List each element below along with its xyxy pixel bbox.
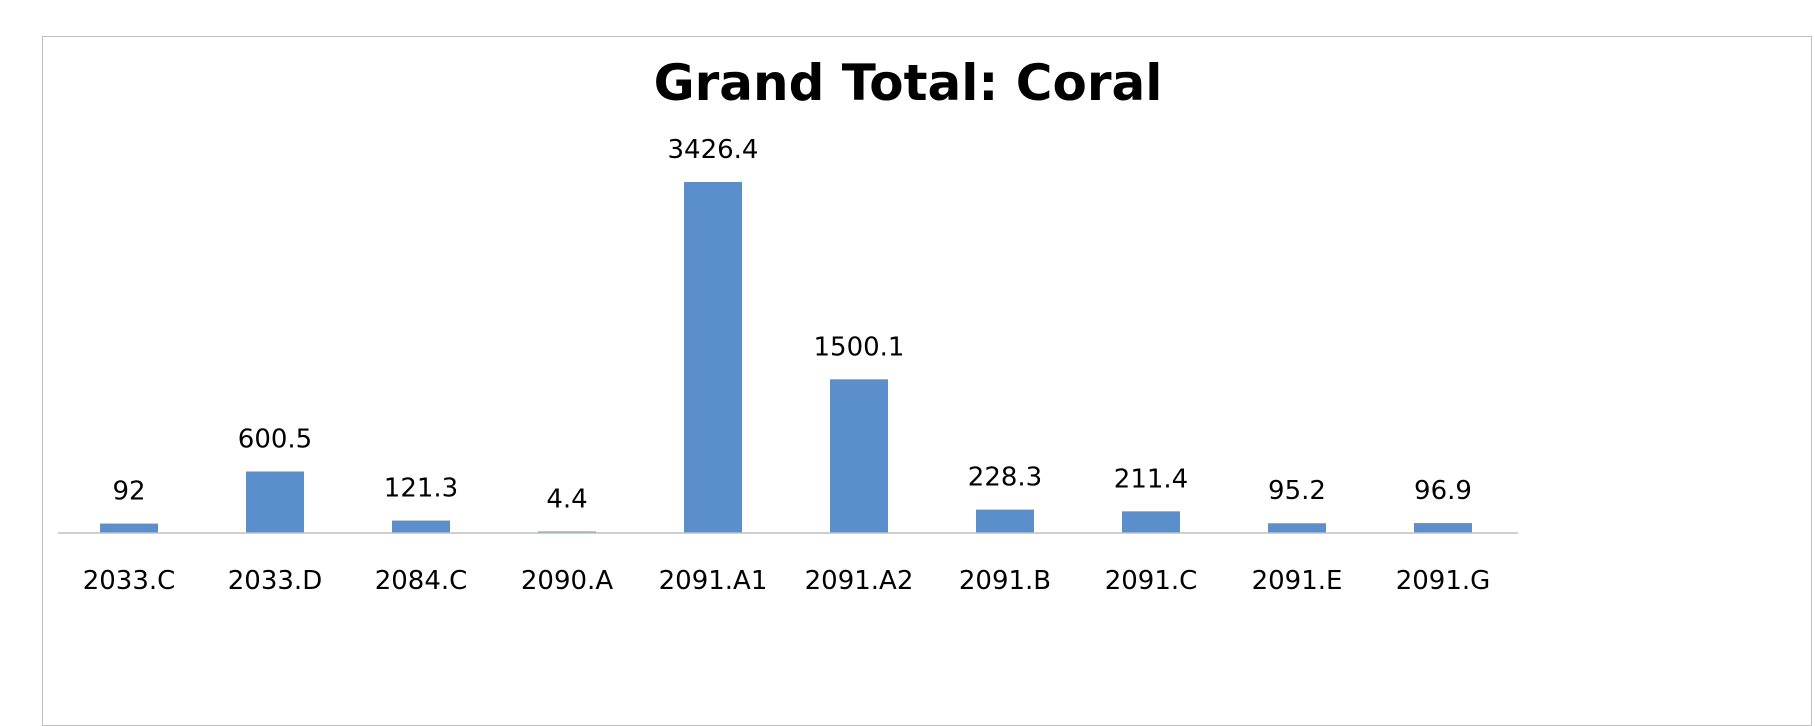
bar-2091.B xyxy=(976,509,1034,533)
data-label-2091.C: 211.4 xyxy=(1114,464,1188,494)
chart-title: Grand Total: Coral xyxy=(654,54,1163,112)
x-tick-label-2033.D: 2033.D xyxy=(228,566,322,596)
data-label-2033.D: 600.5 xyxy=(238,424,312,454)
x-tick-label-2091.E: 2091.E xyxy=(1252,566,1343,596)
x-tick-labels-group: 2033.C 2033.D 2084.C 2090.A 2091.A1 2091.A2 20… xyxy=(83,566,1491,596)
x-tick-label-2091.B: 2091.B xyxy=(959,566,1051,596)
bars-group xyxy=(100,182,1472,533)
x-tick-label-2084.C: 2084.C xyxy=(375,566,468,596)
data-label-2090.A: 4.4 xyxy=(546,485,587,515)
data-label-2091.B: 228.3 xyxy=(968,463,1042,493)
bar-2084.C xyxy=(392,520,450,533)
data-label-2091.A2: 1500.1 xyxy=(814,332,905,362)
bar-2091.G xyxy=(1414,523,1472,533)
bar-2091.A1 xyxy=(684,182,742,533)
data-labels-group: 92 600.5 121.3 4.4 3426.4 1500.1 228.3 211.4 95.… xyxy=(112,135,1471,515)
x-tick-label-2033.C: 2033.C xyxy=(83,566,176,596)
x-tick-label-2091.A2: 2091.A2 xyxy=(805,566,914,596)
bar-2033.D xyxy=(246,471,304,533)
data-label-2084.C: 121.3 xyxy=(384,474,458,504)
bar-2091.E xyxy=(1268,523,1326,533)
bar-2091.A2 xyxy=(830,379,888,533)
x-tick-label-2090.A: 2090.A xyxy=(521,566,613,596)
x-tick-label-2091.A1: 2091.A1 xyxy=(659,566,768,596)
data-label-2091.G: 96.9 xyxy=(1414,476,1472,506)
bar-2091.C xyxy=(1122,511,1180,533)
data-label-2033.C: 92 xyxy=(112,477,145,507)
chart-frame xyxy=(42,36,1812,726)
x-tick-label-2091.G: 2091.G xyxy=(1396,566,1491,596)
bar-2033.C xyxy=(100,523,158,533)
data-label-2091.E: 95.2 xyxy=(1268,476,1326,506)
x-tick-label-2091.C: 2091.C xyxy=(1105,566,1198,596)
data-label-2091.A1: 3426.4 xyxy=(668,135,759,165)
